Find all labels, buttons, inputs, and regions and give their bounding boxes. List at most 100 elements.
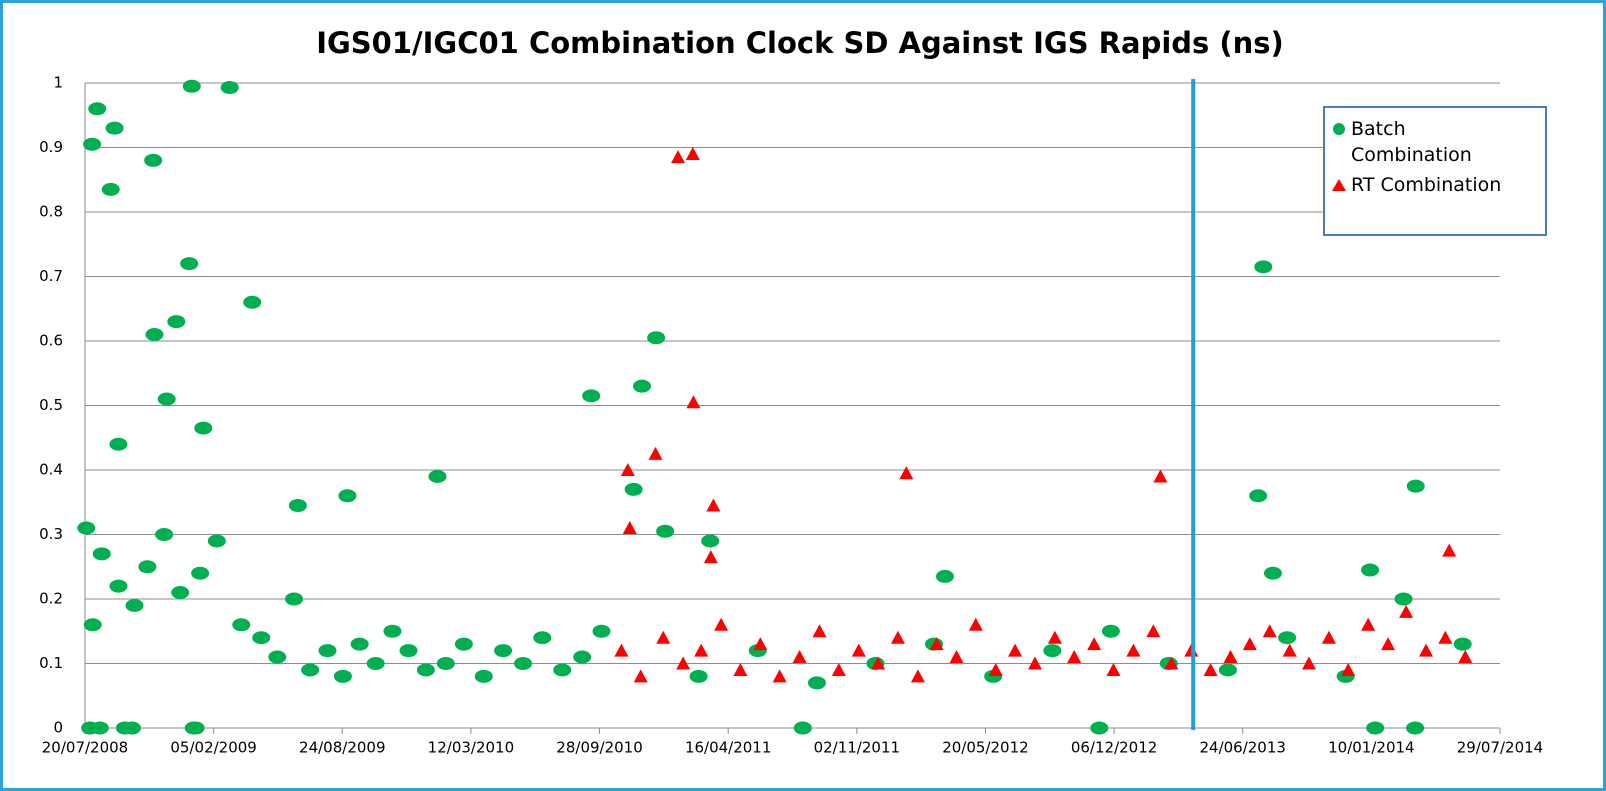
circle-point bbox=[101, 182, 120, 196]
circle-point bbox=[383, 624, 402, 638]
triangle-point bbox=[812, 624, 827, 638]
triangle-point bbox=[656, 630, 671, 644]
circle-point bbox=[474, 669, 493, 683]
circle-point bbox=[494, 644, 513, 658]
circle-point bbox=[109, 579, 128, 593]
circle-point bbox=[366, 657, 385, 670]
x-tick-label: 10/01/2014 bbox=[1328, 739, 1414, 757]
circle-point bbox=[301, 663, 320, 677]
legend-symbol bbox=[1333, 123, 1345, 135]
circle-point bbox=[138, 560, 157, 574]
x-tick-label: 20/05/2012 bbox=[942, 739, 1028, 757]
y-tick-label: 0.9 bbox=[39, 138, 63, 156]
triangle-point bbox=[1399, 604, 1414, 618]
legend-label: RT Combination bbox=[1351, 174, 1502, 196]
circle-point bbox=[689, 669, 708, 683]
circle-point bbox=[171, 586, 190, 600]
circle-point bbox=[454, 637, 473, 651]
legend-marker bbox=[1333, 123, 1345, 135]
triangle-point bbox=[1153, 469, 1168, 483]
triangle-point bbox=[633, 669, 648, 683]
y-tick-label: 0.4 bbox=[39, 461, 63, 479]
y-tick-label: 0.1 bbox=[39, 654, 63, 672]
circle-point bbox=[338, 489, 357, 503]
triangle-point bbox=[968, 617, 983, 631]
circle-point bbox=[624, 482, 643, 496]
circle-point bbox=[109, 437, 128, 451]
circle-point bbox=[533, 631, 552, 645]
triangle-point bbox=[622, 521, 637, 535]
y-tick-label: 1 bbox=[53, 74, 63, 92]
circle-point bbox=[83, 618, 102, 632]
triangle-point bbox=[733, 662, 748, 676]
circle-point bbox=[1218, 663, 1237, 677]
triangle-point bbox=[1164, 656, 1179, 670]
circle-point bbox=[350, 637, 369, 651]
legend-item: Batch Combination bbox=[1331, 116, 1539, 168]
triangle-point bbox=[988, 662, 1003, 676]
legend-marker bbox=[1332, 179, 1346, 191]
triangle-point bbox=[1008, 643, 1023, 657]
circle-point bbox=[155, 528, 174, 541]
triangle-point bbox=[1301, 656, 1316, 670]
legend-item: RT Combination bbox=[1331, 172, 1539, 198]
circle-point bbox=[333, 669, 352, 683]
circle-point bbox=[1101, 624, 1120, 638]
x-tick-label: 16/04/2011 bbox=[685, 739, 771, 757]
triangle-point bbox=[1341, 662, 1356, 676]
triangle-point bbox=[1438, 630, 1453, 644]
x-tick-label: 05/02/2009 bbox=[170, 739, 256, 757]
y-tick-label: 0.3 bbox=[39, 525, 63, 543]
triangle-point bbox=[1262, 624, 1277, 638]
x-tick-label: 28/09/2010 bbox=[556, 739, 642, 757]
y-tick-label: 0.5 bbox=[39, 396, 63, 414]
circle-point bbox=[416, 663, 435, 677]
legend: Batch Combination RT Combination bbox=[1323, 106, 1547, 236]
triangle-point bbox=[871, 656, 886, 670]
triangle-point bbox=[792, 650, 807, 664]
circle-point bbox=[288, 498, 307, 512]
circle-point bbox=[1278, 631, 1297, 645]
triangle-point bbox=[910, 669, 925, 683]
triangle-point bbox=[1223, 650, 1238, 664]
circle-point bbox=[232, 618, 251, 632]
circle-point bbox=[90, 721, 109, 735]
triangle-point bbox=[1087, 637, 1102, 651]
circle-point bbox=[77, 521, 96, 535]
triangle-point bbox=[671, 150, 686, 164]
circle-point bbox=[701, 534, 720, 548]
circle-point bbox=[88, 102, 107, 116]
circle-point bbox=[573, 650, 592, 664]
triangle-point bbox=[1442, 543, 1457, 557]
y-tick-label: 0.7 bbox=[39, 267, 63, 285]
circle-point bbox=[1249, 489, 1268, 503]
circle-point bbox=[592, 624, 611, 638]
triangle-point bbox=[1203, 662, 1218, 676]
triangle-point bbox=[851, 643, 866, 657]
triangle-point bbox=[706, 498, 721, 512]
x-tick-label: 06/12/2012 bbox=[1071, 739, 1157, 757]
triangle-point bbox=[1321, 630, 1336, 644]
circle-point bbox=[1366, 721, 1385, 735]
triangle-point bbox=[831, 662, 846, 676]
triangle-point bbox=[686, 395, 701, 409]
triangle-point bbox=[1067, 650, 1082, 664]
triangle-point bbox=[929, 637, 944, 651]
triangle-point bbox=[676, 656, 691, 670]
circle-point bbox=[514, 657, 533, 670]
y-tick-label: 0.6 bbox=[39, 332, 63, 350]
triangle-point bbox=[614, 643, 629, 657]
y-tick-label: 0.8 bbox=[39, 203, 63, 221]
triangle-point bbox=[648, 446, 663, 460]
circle-point bbox=[1254, 260, 1273, 274]
circle-point bbox=[807, 676, 826, 690]
circle-point bbox=[1394, 592, 1413, 606]
triangle-point bbox=[899, 466, 914, 480]
triangle-point bbox=[753, 637, 768, 651]
circle-point bbox=[656, 524, 675, 538]
triangle-point bbox=[1361, 617, 1376, 631]
circle-point bbox=[1043, 644, 1062, 658]
triangle-point bbox=[694, 643, 709, 657]
